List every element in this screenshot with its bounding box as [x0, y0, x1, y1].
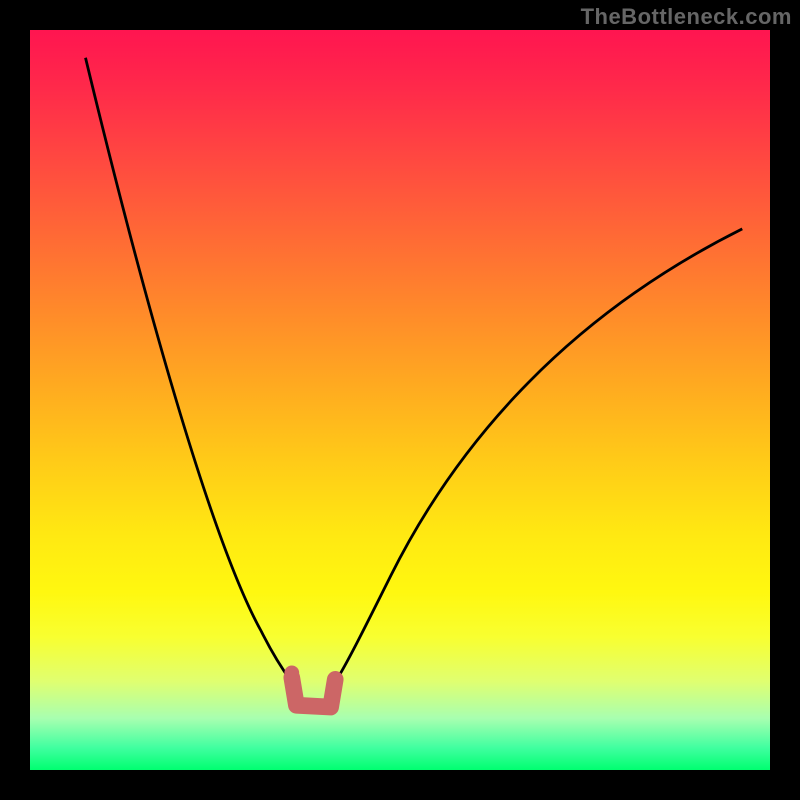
plot-area	[30, 30, 770, 770]
curve-bottom-dot	[284, 665, 299, 680]
curve-right	[338, 229, 742, 678]
watermark-text: TheBottleneck.com	[581, 4, 792, 30]
curve-svg	[30, 30, 770, 770]
curve-bottom-u	[292, 678, 335, 708]
chart-container: TheBottleneck.com	[0, 0, 800, 800]
curve-left	[86, 58, 292, 682]
